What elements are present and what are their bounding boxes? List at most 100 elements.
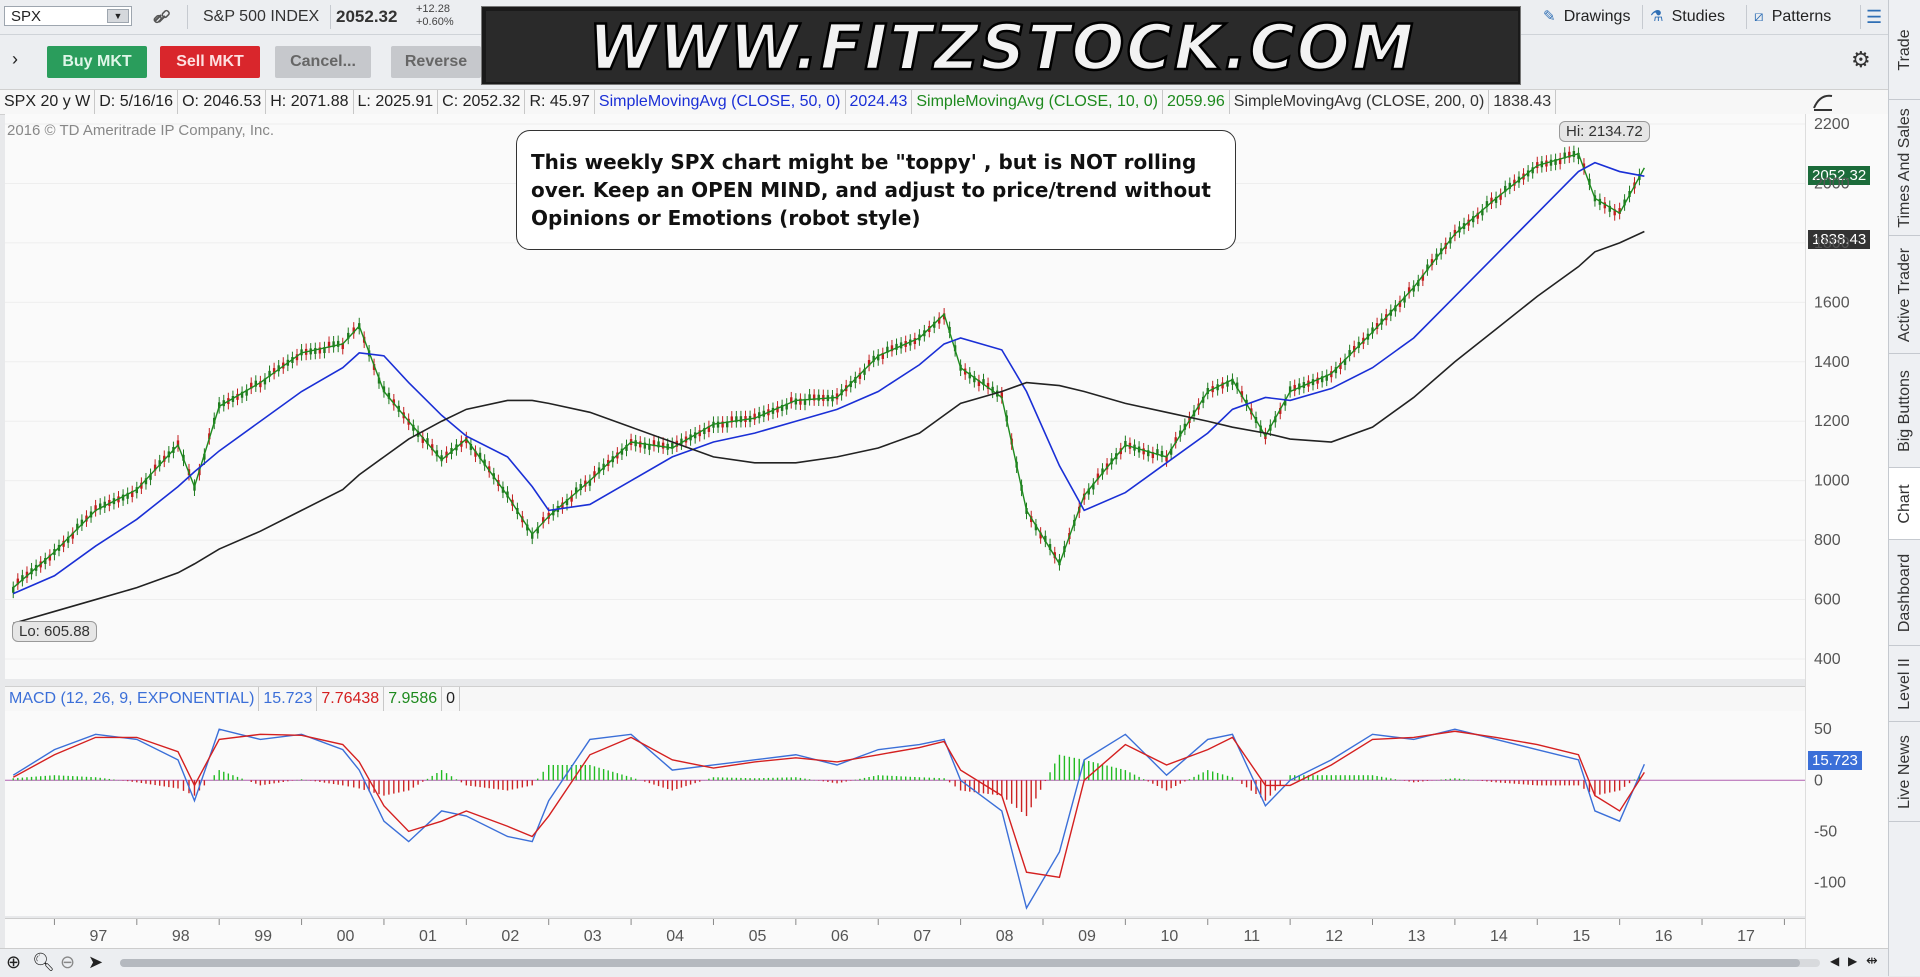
candle-body <box>272 368 276 375</box>
candle-body <box>933 321 936 328</box>
bottom-toolbar: ⊕ 🔍︎ ⊖ ➤ ◀ ▶ ⇹ <box>0 948 1888 977</box>
candle-body <box>620 448 624 455</box>
candle-body <box>753 413 756 420</box>
candle-body <box>1494 196 1498 203</box>
tab-level-ii[interactable]: Level II <box>1889 646 1920 722</box>
link-icon[interactable] <box>152 9 172 25</box>
tab-live-news[interactable]: Live News <box>1889 722 1920 822</box>
time-tick-label: 05 <box>749 928 767 945</box>
candle-body <box>1325 374 1328 381</box>
candle-body <box>1352 345 1356 352</box>
candle-body <box>1142 448 1145 455</box>
annotation-line-2: over. Keep an OPEN MIND, and adjust to p… <box>531 178 1211 202</box>
candle-body <box>1485 201 1489 208</box>
fit-icon[interactable]: ⇹ <box>1866 952 1878 968</box>
tab-trade[interactable]: Trade <box>1889 0 1920 100</box>
candle-body <box>808 394 811 401</box>
candle-body <box>1174 437 1177 444</box>
candle-body <box>886 346 889 353</box>
candle-body <box>1343 358 1347 365</box>
horizontal-scrollbar[interactable] <box>120 959 1820 967</box>
annotation-box[interactable]: This weekly SPX chart might be "toppy' ,… <box>516 130 1236 250</box>
scroll-left-icon[interactable]: ◀ <box>1830 954 1840 968</box>
sma10-value: 2059.96 <box>1163 90 1230 114</box>
candle-body <box>1151 452 1155 459</box>
time-tick-label: 04 <box>666 928 684 945</box>
price-tick-label: 1800 <box>1814 235 1850 252</box>
sma200-label[interactable]: SimpleMovingAvg (CLOSE, 200, 0) <box>1230 90 1490 114</box>
price-change: +12.28 +0.60% <box>416 3 454 29</box>
symbol-selector[interactable]: SPX ▼ <box>4 6 132 26</box>
time-tick-label: 12 <box>1325 928 1343 945</box>
tab-times-and-sales[interactable]: Times And Sales <box>1889 100 1920 236</box>
candle-body <box>707 426 711 432</box>
candle-body <box>863 368 866 375</box>
sell-mkt-button[interactable]: Sell MKT <box>160 46 260 78</box>
studies-button[interactable]: ⚗ Studies <box>1650 0 1725 34</box>
tab-chart[interactable]: Chart <box>1889 468 1920 540</box>
macd-label[interactable]: MACD (12, 26, 9, EXPONENTIAL) <box>5 687 260 711</box>
macd-zero: 0 <box>442 687 461 711</box>
candle-body <box>652 440 656 447</box>
cursor-icon[interactable]: ➤ <box>88 952 104 972</box>
last-price: 2052.32 <box>336 7 398 26</box>
candle-body <box>430 444 434 451</box>
price-tick-label: 1000 <box>1814 473 1850 490</box>
candle-body <box>1499 193 1502 200</box>
candle-body <box>725 421 729 428</box>
candle-body <box>597 467 601 474</box>
candle-body <box>469 443 473 450</box>
sma200-tag: 1838.43 <box>1808 230 1871 249</box>
candle-body <box>531 532 534 539</box>
candle-body <box>803 398 807 405</box>
annotation-line-1: This weekly SPX chart might be "toppy' ,… <box>531 150 1197 174</box>
crosshair-icon[interactable]: ⊕ <box>6 952 22 972</box>
flask-icon: ⚗ <box>1650 8 1664 25</box>
candle-body <box>1339 363 1342 369</box>
candle-body <box>12 586 15 593</box>
buy-mkt-button[interactable]: Buy MKT <box>47 46 147 78</box>
trend-icon[interactable] <box>1812 92 1834 112</box>
tab-dashboard[interactable]: Dashboard <box>1889 540 1920 646</box>
scrollbar-thumb[interactable] <box>120 959 1800 967</box>
candle-body <box>1226 380 1229 387</box>
bar-date: D: 5/16/16 <box>95 90 179 114</box>
candle-body <box>1508 182 1512 189</box>
zoom-out-icon[interactable]: ⊖ <box>60 952 76 972</box>
time-tick-label: 10 <box>1160 928 1178 945</box>
candle-body <box>968 372 971 379</box>
candle-body <box>1476 212 1479 219</box>
macd-pane[interactable] <box>5 711 1805 916</box>
chevron-down-icon[interactable]: ▼ <box>107 9 129 23</box>
gear-icon[interactable]: ⚙ <box>1851 47 1871 72</box>
candle-body <box>318 347 322 354</box>
tab-active-trader[interactable]: Active Trader <box>1889 236 1920 354</box>
last-price-tag: 2052.32 <box>1808 166 1871 185</box>
candle-body <box>131 491 134 498</box>
drawings-button[interactable]: ✎ Drawings <box>1543 0 1630 34</box>
candle-body <box>1426 264 1429 271</box>
sma50-label[interactable]: SimpleMovingAvg (CLOSE, 50, 0) <box>595 90 846 114</box>
candle-body <box>332 341 335 348</box>
candle-body <box>913 338 917 345</box>
candle-body <box>730 416 733 423</box>
chart-desc[interactable]: SPX 20 y W <box>0 90 96 114</box>
macd-value: 15.723 <box>259 687 318 711</box>
sma10-label[interactable]: SimpleMovingAvg (CLOSE, 10, 0) <box>912 90 1163 114</box>
patterns-button[interactable]: ⧄ Patterns <box>1754 0 1831 34</box>
candle-body <box>593 471 596 478</box>
candle-body <box>1179 430 1182 437</box>
candle-body <box>1221 382 1224 389</box>
reverse-button[interactable]: Reverse <box>391 46 481 78</box>
time-tick-label: 16 <box>1655 928 1673 945</box>
studies-label: Studies <box>1671 8 1725 25</box>
tab-big-buttons[interactable]: Big Buttons <box>1889 354 1920 468</box>
scroll-right-icon[interactable]: ▶ <box>1848 954 1858 968</box>
candle-body <box>1320 376 1324 383</box>
menu-icon[interactable]: ☰ <box>1866 7 1883 27</box>
candle-body <box>790 397 793 404</box>
zoom-in-icon[interactable]: 🔍︎ <box>32 952 55 972</box>
cancel-button[interactable]: Cancel... <box>275 46 371 78</box>
candle-body <box>1160 450 1164 457</box>
expand-arrow-icon[interactable]: › <box>12 49 18 69</box>
